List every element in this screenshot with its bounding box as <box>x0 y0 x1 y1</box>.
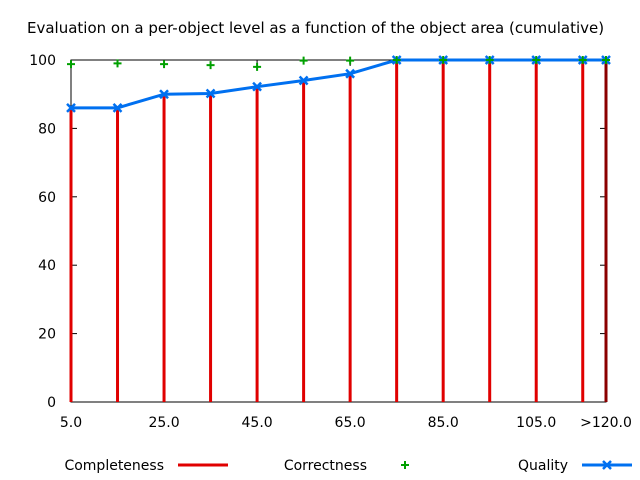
correctness-point <box>532 56 541 64</box>
legend-swatch-correctness <box>401 461 409 469</box>
x-tick-label: >120.0 <box>580 415 632 431</box>
quality-line <box>71 58 606 110</box>
quality-point <box>112 102 123 113</box>
y-tick-label: 20 <box>38 327 56 343</box>
y-tick-label: 100 <box>29 53 56 69</box>
legend-label-completeness: Completeness <box>64 458 164 474</box>
quality-series <box>66 55 611 113</box>
legend-label-correctness: Correctness <box>284 458 367 474</box>
y-axis: 0 20 40 60 80 100 <box>29 53 606 411</box>
y-tick-label: 60 <box>38 190 56 206</box>
completeness-series <box>69 60 608 402</box>
correctness-point <box>346 56 355 65</box>
legend-label-quality: Quality <box>518 458 568 474</box>
correctness-series <box>67 56 610 71</box>
correctness-point <box>67 60 75 69</box>
correctness-point <box>299 56 308 65</box>
y-tick-label: 80 <box>38 121 56 137</box>
x-tick-label: 85.0 <box>428 415 459 431</box>
quality-point <box>66 102 76 113</box>
correctness-point <box>602 56 610 64</box>
correctness-point <box>578 56 587 64</box>
x-tick-label: 65.0 <box>335 415 366 431</box>
quality-point <box>159 89 169 100</box>
correctness-point <box>439 56 448 64</box>
y-tick-label: 40 <box>38 258 56 274</box>
chart-title: Evaluation on a per-object level as a fu… <box>27 19 604 37</box>
quality-point <box>252 81 262 92</box>
correctness-point <box>113 59 122 68</box>
quality-point <box>345 68 356 79</box>
x-axis: 5.0 25.0 45.0 65.0 85.0 105.0 >120.0 <box>60 60 632 431</box>
quality-point <box>298 75 309 86</box>
y-tick-label: 0 <box>47 395 56 411</box>
correctness-point <box>206 61 215 70</box>
x-tick-label: 45.0 <box>242 415 273 431</box>
x-tick-label: 105.0 <box>516 415 556 431</box>
legend-swatch-quality-marker <box>602 460 612 470</box>
legend: Completeness Correctness Quality <box>64 458 632 474</box>
plot-frame <box>70 59 607 403</box>
x-tick-label: 25.0 <box>148 415 179 431</box>
x-tick-label: 5.0 <box>60 415 82 431</box>
correctness-point <box>392 56 401 64</box>
correctness-point <box>160 60 169 69</box>
quality-point <box>205 88 216 99</box>
correctness-point <box>485 56 494 64</box>
correctness-point <box>253 62 262 71</box>
